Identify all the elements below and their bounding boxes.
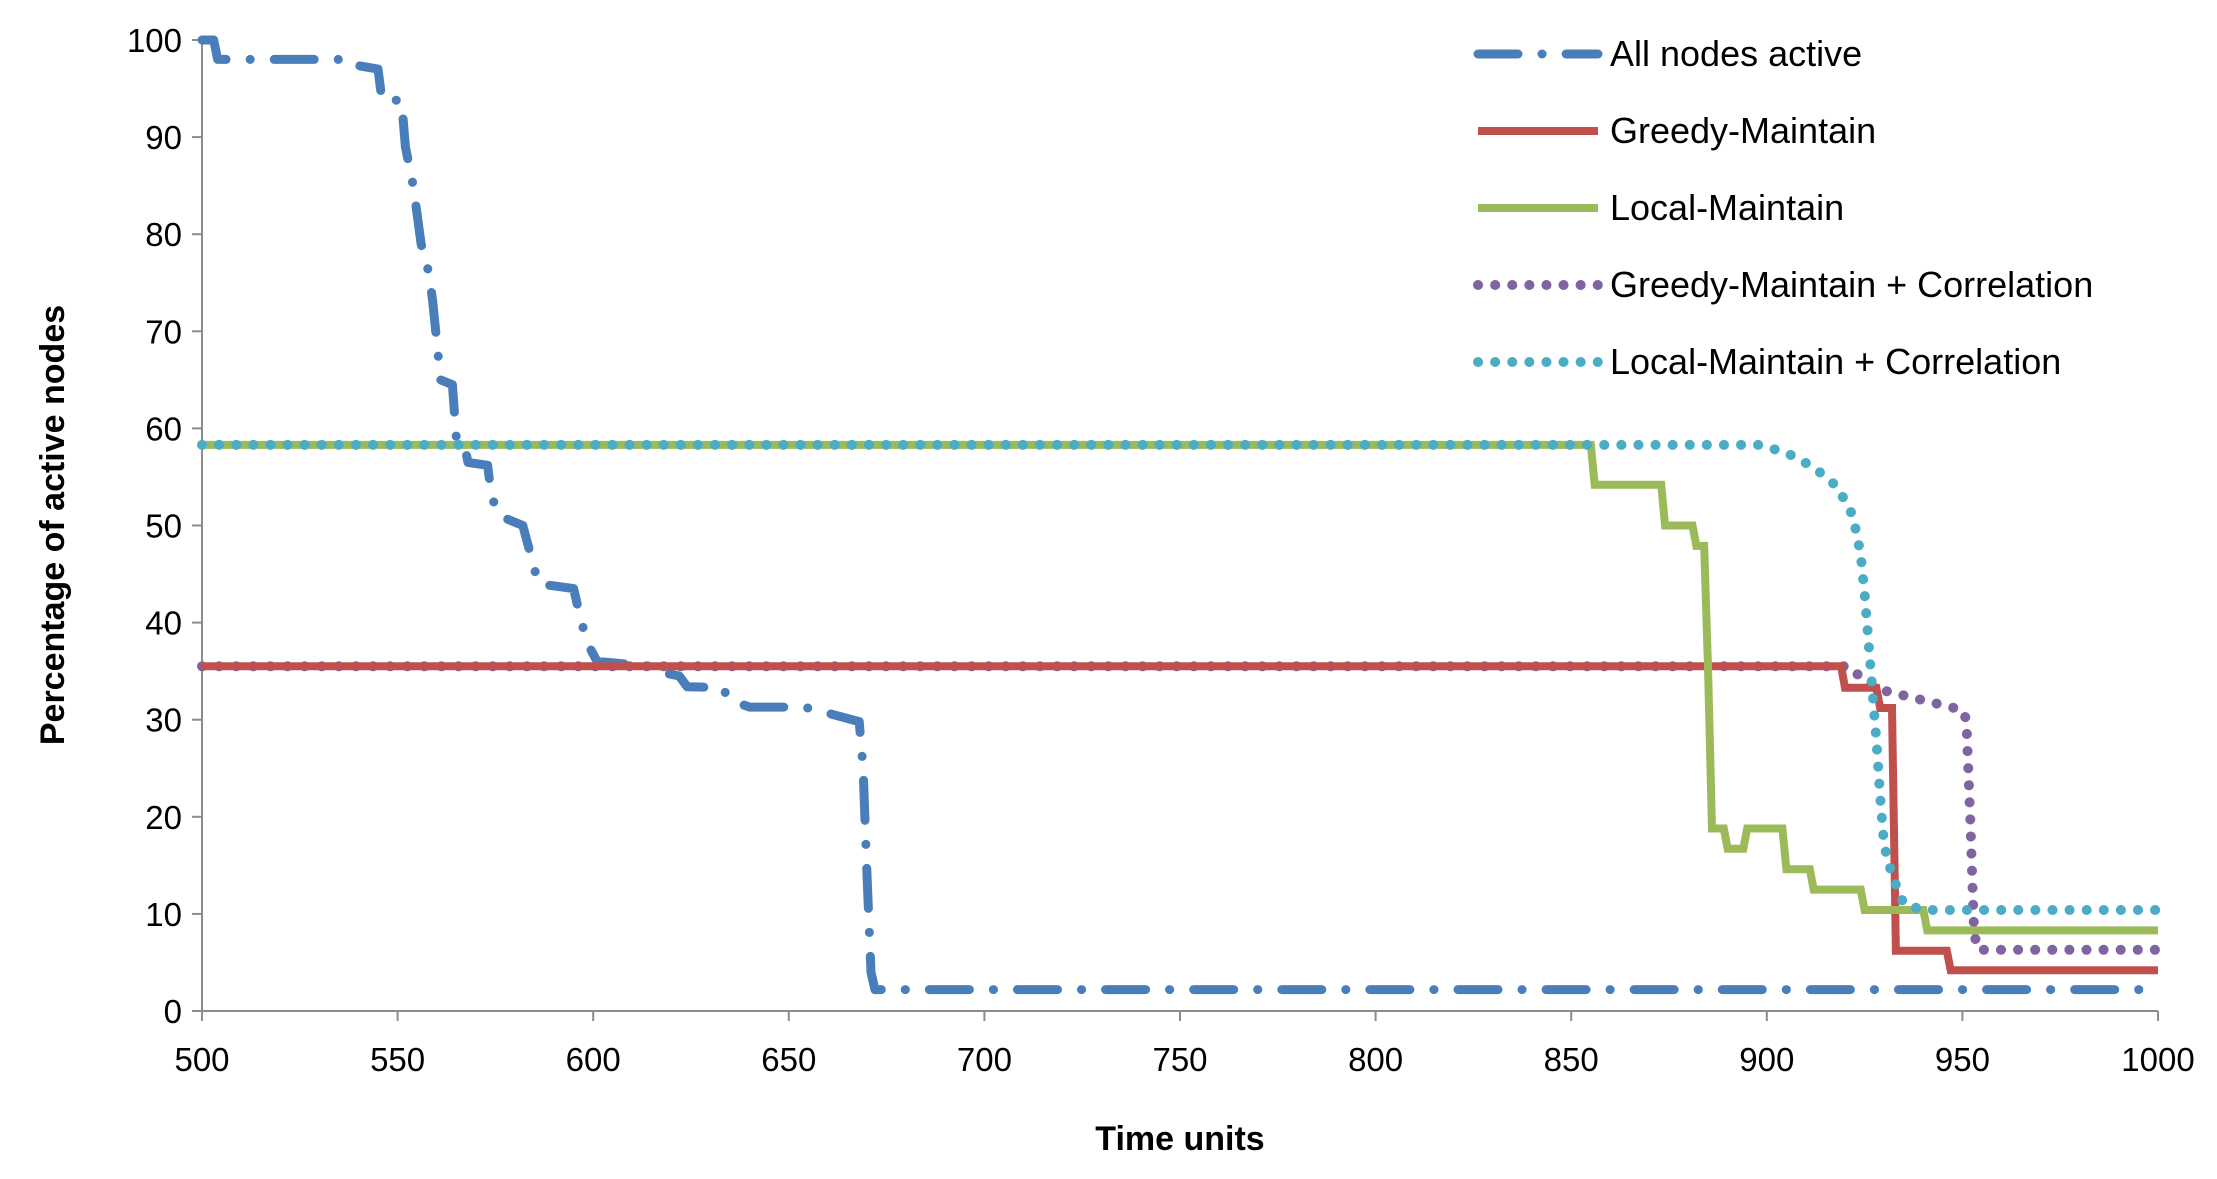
y-axis-title: Percentage of active nodes xyxy=(34,305,72,745)
plot-area: 0 10 20 30 40 50 60 70 80 90 100 500 550 600 650 700 75… xyxy=(127,22,2195,1078)
x-tick-label: 800 xyxy=(1348,1041,1403,1078)
x-tick-label: 950 xyxy=(1935,1041,1990,1078)
y-tick-label: 20 xyxy=(145,799,182,836)
x-tick-label: 550 xyxy=(370,1041,425,1078)
legend-label: Local-Maintain + Correlation xyxy=(1610,341,2061,382)
x-axis-title: Time units xyxy=(1095,1120,1264,1158)
legend-label: Greedy-Maintain xyxy=(1610,110,1876,151)
y-tick-label: 30 xyxy=(145,702,182,739)
x-tick-label: 750 xyxy=(1152,1041,1207,1078)
y-tick-label: 60 xyxy=(145,410,182,447)
y-tick-label: 90 xyxy=(145,119,182,156)
legend: All nodes active Greedy-Maintain Local-Mai… xyxy=(1473,33,2093,382)
legend-label: All nodes active xyxy=(1610,33,1862,74)
y-tick-label: 100 xyxy=(127,22,182,59)
y-tick-label: 10 xyxy=(145,896,182,933)
y-tick-label: 70 xyxy=(145,313,182,350)
series-layer xyxy=(197,35,2163,995)
legend-label: Local-Maintain xyxy=(1610,187,1844,228)
series-line-greedy-maintain-correlation xyxy=(197,661,2163,955)
legend-label: Greedy-Maintain + Correlation xyxy=(1610,264,2093,305)
y-axis-ticks: 0 10 20 30 40 50 60 70 80 90 100 xyxy=(127,22,202,1030)
x-tick-label: 850 xyxy=(1544,1041,1599,1078)
x-tick-label: 1000 xyxy=(2121,1041,2194,1078)
x-axis-ticks: 500 550 600 650 700 750 800 850 900 950 1000 xyxy=(174,1011,2195,1078)
x-tick-label: 900 xyxy=(1739,1041,1794,1078)
x-tick-label: 600 xyxy=(566,1041,621,1078)
y-tick-label: 0 xyxy=(164,993,182,1030)
x-tick-label: 650 xyxy=(761,1041,816,1078)
series-line-local-maintain xyxy=(202,440,2158,935)
y-tick-label: 80 xyxy=(145,216,182,253)
y-tick-label: 50 xyxy=(145,508,182,545)
series-line-greedy-maintain xyxy=(202,662,2158,975)
series-line-all-nodes-active xyxy=(197,35,2163,995)
series-line-local-maintain-correlation xyxy=(197,439,2163,915)
x-tick-label: 500 xyxy=(174,1041,229,1078)
x-tick-label: 700 xyxy=(957,1041,1012,1078)
y-tick-label: 40 xyxy=(145,605,182,642)
